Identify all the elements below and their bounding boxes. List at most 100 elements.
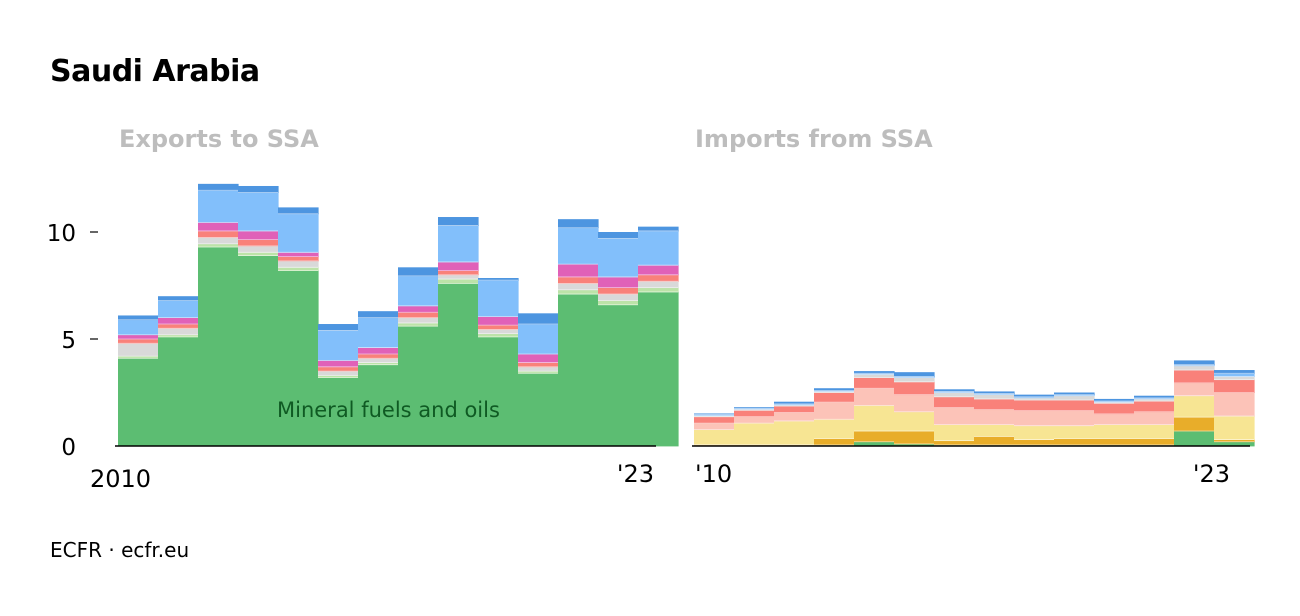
import-bar-segment-2013-s3	[814, 402, 855, 420]
import-bar-segment-2022-s1	[1174, 417, 1215, 432]
import-bar-segment-2020-s1	[1094, 438, 1135, 446]
export-bar-segment-2023-s2	[638, 281, 679, 289]
import-bar-segment-2014-s3	[854, 388, 895, 406]
export-bar-segment-2012-s6	[198, 183, 239, 191]
import-bar-segment-2021-s2	[1134, 424, 1175, 439]
import-bar-segment-2017-s7	[974, 391, 1015, 394]
import-bar-segment-2012-s7	[774, 401, 815, 405]
export-bar-segment-2010-s1	[118, 356, 159, 359]
import-bar-segment-2016-s2	[934, 424, 975, 442]
import-bar-segment-2023-s1	[1214, 439, 1255, 443]
import-bar-segment-2023-s7	[1214, 370, 1255, 374]
import-bar-segment-2017-s2	[974, 424, 1015, 437]
import-bar-segment-2021-s4	[1134, 401, 1175, 413]
export-bar-segment-2015-s1	[318, 375, 359, 378]
import-bar-segment-2019-s5	[1054, 395, 1095, 401]
import-bar-segment-2010-s3	[694, 423, 735, 430]
import-bar-segment-2015-s1	[894, 431, 935, 445]
export-bar-segment-2014-s6	[278, 207, 319, 215]
import-bar-segment-2023-s2	[1214, 416, 1255, 440]
export-bar-segment-2017-s4	[398, 305, 439, 313]
export-bar-segment-2013-s0	[238, 255, 279, 447]
export-bar-segment-2015-s4	[318, 360, 359, 368]
exports-x-end-label: '23	[617, 460, 654, 488]
import-bar-segment-2010-s4	[694, 416, 735, 424]
export-bar-segment-2015-s5	[318, 330, 359, 361]
import-bar-segment-2020-s2	[1094, 424, 1135, 439]
import-bar-segment-2011-s3	[734, 416, 775, 424]
export-bar-segment-2012-s5	[198, 190, 239, 223]
export-bar-segment-2014-s0	[278, 270, 319, 447]
export-bar-segment-2017-s1	[398, 322, 439, 327]
export-bar-segment-2023-s5	[638, 230, 679, 266]
export-bar-segment-2011-s1	[158, 334, 199, 338]
export-bar-segment-2012-s0	[198, 246, 239, 447]
export-bar-segment-2020-s0	[518, 373, 559, 447]
import-bar-segment-2017-s4	[974, 398, 1015, 411]
import-bar-segment-2022-s7	[1174, 360, 1215, 366]
export-bar-segment-2021-s3	[558, 276, 599, 284]
export-bar-segment-2023-s3	[638, 274, 679, 282]
export-bar-segment-2013-s2	[238, 245, 279, 253]
export-bar-segment-2012-s3	[198, 230, 239, 238]
export-bar-segment-2013-s4	[238, 230, 279, 240]
export-bar-segment-2022-s5	[598, 238, 639, 278]
import-bar-segment-2018-s2	[1014, 425, 1055, 440]
export-bar-segment-2023-s0	[638, 291, 679, 447]
import-bar-segment-2023-s4	[1214, 379, 1255, 393]
export-bar-segment-2013-s6	[238, 185, 279, 193]
export-bar-segment-2020-s1	[518, 371, 559, 374]
import-bar-segment-2018-s3	[1014, 410, 1055, 427]
import-bar-segment-2020-s7	[1094, 398, 1135, 402]
export-bar-segment-2010-s0	[118, 358, 159, 447]
imports-panel: Imports from SSA '10 '23	[692, 125, 1255, 488]
export-bar-segment-2022-s1	[598, 300, 639, 306]
export-bar-segment-2021-s0	[558, 294, 599, 447]
export-bar-segment-2015-s2	[318, 371, 359, 376]
exports-x-start-label: 2010	[90, 465, 151, 493]
export-bar-segment-2017-s6	[398, 267, 439, 277]
export-bar-segment-2014-s1	[278, 267, 319, 271]
import-bar-segment-2018-s7	[1014, 394, 1055, 398]
export-bar-segment-2023-s1	[638, 287, 679, 293]
export-bar-segment-2015-s0	[318, 377, 359, 447]
export-bar-segment-2012-s4	[198, 222, 239, 232]
export-bar-segment-2013-s3	[238, 239, 279, 247]
export-bar-segment-2018-s3	[438, 270, 479, 276]
import-bar-segment-2019-s2	[1054, 425, 1095, 439]
export-bar-segment-2020-s4	[518, 353, 559, 363]
export-bar-segment-2022-s3	[598, 287, 639, 295]
import-bar-segment-2021-s5	[1134, 398, 1175, 402]
export-bar-segment-2013-s5	[238, 192, 279, 232]
import-bar-segment-2022-s4	[1174, 370, 1215, 384]
import-bar-segment-2012-s3	[774, 412, 815, 422]
imports-x-start-label: '10	[695, 460, 732, 488]
export-bar-segment-2014-s3	[278, 256, 319, 262]
import-bar-segment-2018-s5	[1014, 397, 1055, 401]
export-bar-segment-2011-s2	[158, 328, 199, 336]
export-bar-segment-2011-s4	[158, 317, 199, 325]
export-bar-segment-2022-s2	[598, 294, 639, 301]
export-bar-segment-2010-s5	[118, 319, 159, 336]
export-bar-segment-2023-s4	[638, 265, 679, 276]
import-bar-segment-2018-s1	[1014, 439, 1055, 446]
export-bar-segment-2015-s3	[318, 366, 359, 372]
export-bar-segment-2019-s4	[478, 316, 519, 326]
import-bar-segment-2019-s1	[1054, 438, 1095, 446]
import-bar-segment-2016-s3	[934, 407, 975, 425]
export-bar-segment-2015-s6	[318, 324, 359, 331]
export-bar-segment-2012-s1	[198, 243, 239, 248]
import-bar-segment-2022-s5	[1174, 365, 1215, 371]
import-bar-segment-2014-s0	[854, 441, 895, 447]
import-bar-segment-2012-s4	[774, 405, 815, 413]
export-bar-segment-2016-s2	[358, 358, 399, 363]
export-bar-segment-2010-s3	[118, 339, 159, 344]
export-bar-segment-2011-s5	[158, 300, 199, 318]
import-bar-segment-2013-s2	[814, 419, 855, 439]
import-bar-segment-2016-s7	[934, 389, 975, 392]
export-bar-segment-2010-s4	[118, 334, 159, 340]
export-bar-segment-2020-s2	[518, 366, 559, 372]
export-bar-segment-2019-s0	[478, 336, 519, 447]
export-bar-segment-2016-s3	[358, 353, 399, 359]
